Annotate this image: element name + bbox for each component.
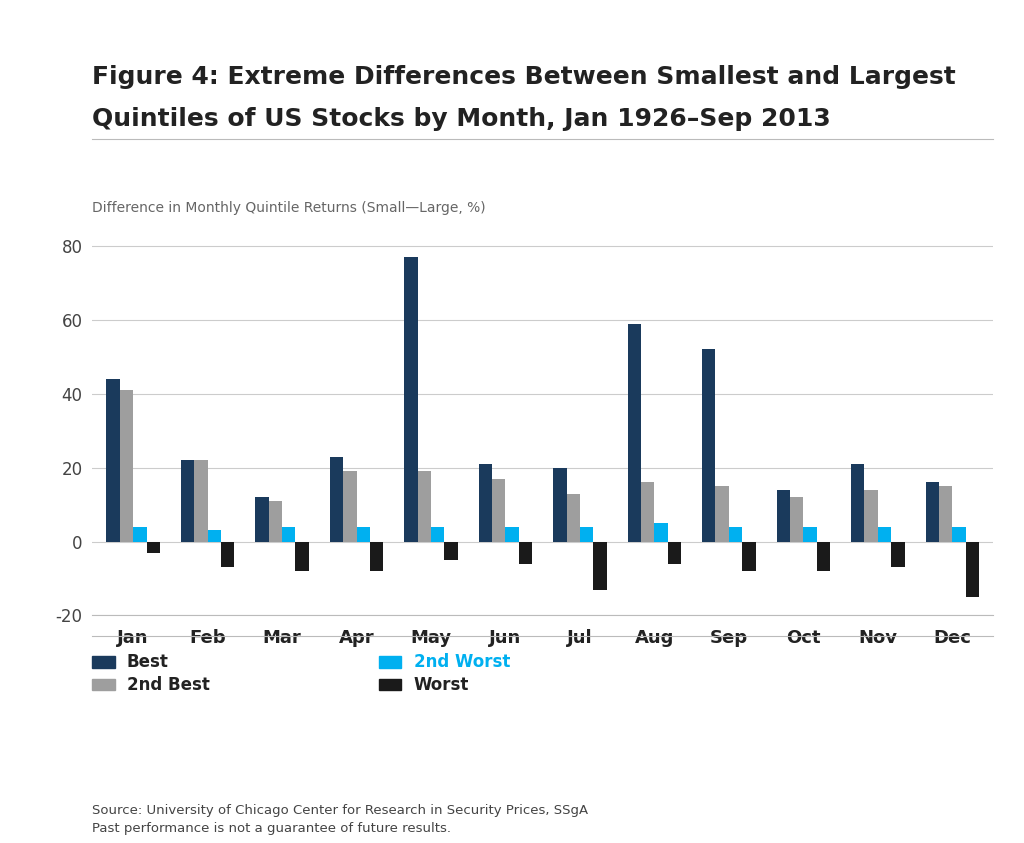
Bar: [418, 471, 431, 541]
Bar: [343, 471, 356, 541]
Bar: [478, 464, 493, 541]
Text: 2nd Best: 2nd Best: [127, 675, 210, 694]
Bar: [506, 527, 519, 541]
Bar: [864, 490, 878, 541]
Bar: [370, 541, 383, 571]
Bar: [851, 464, 864, 541]
Bar: [195, 460, 208, 541]
Bar: [628, 324, 641, 541]
Text: Source: University of Chicago Center for Research in Security Prices, SSgA
Past : Source: University of Chicago Center for…: [92, 803, 588, 835]
Bar: [106, 379, 120, 541]
Bar: [742, 541, 756, 571]
Bar: [891, 541, 904, 567]
Bar: [776, 490, 790, 541]
Bar: [729, 527, 742, 541]
Bar: [146, 541, 160, 553]
Bar: [282, 527, 296, 541]
Bar: [255, 497, 268, 541]
Bar: [641, 482, 654, 541]
Bar: [120, 390, 133, 541]
Text: Worst: Worst: [414, 675, 469, 694]
Text: Difference in Monthly Quintile Returns (Small—Large, %): Difference in Monthly Quintile Returns (…: [92, 201, 485, 215]
Text: Figure 4: Extreme Differences Between Smallest and Largest: Figure 4: Extreme Differences Between Sm…: [92, 65, 956, 89]
Bar: [493, 479, 506, 541]
Bar: [580, 527, 593, 541]
Bar: [804, 527, 817, 541]
Bar: [221, 541, 234, 567]
Bar: [939, 486, 952, 541]
Bar: [878, 527, 891, 541]
Text: Best: Best: [127, 652, 169, 671]
Bar: [702, 350, 716, 541]
Bar: [716, 486, 729, 541]
Bar: [952, 527, 966, 541]
Bar: [431, 527, 444, 541]
Bar: [668, 541, 681, 564]
Bar: [296, 541, 309, 571]
Bar: [404, 257, 418, 541]
Bar: [133, 527, 146, 541]
Bar: [356, 527, 370, 541]
Bar: [566, 493, 580, 541]
Bar: [444, 541, 458, 560]
Bar: [553, 468, 566, 541]
Bar: [330, 457, 343, 541]
Bar: [654, 523, 668, 541]
Bar: [268, 501, 282, 541]
Bar: [926, 482, 939, 541]
Bar: [790, 497, 804, 541]
Text: Quintiles of US Stocks by Month, Jan 1926–Sep 2013: Quintiles of US Stocks by Month, Jan 192…: [92, 107, 830, 131]
Bar: [593, 541, 607, 589]
Bar: [519, 541, 532, 564]
Bar: [817, 541, 830, 571]
Bar: [966, 541, 979, 597]
Bar: [181, 460, 195, 541]
Bar: [208, 530, 221, 541]
Text: 2nd Worst: 2nd Worst: [414, 652, 510, 671]
